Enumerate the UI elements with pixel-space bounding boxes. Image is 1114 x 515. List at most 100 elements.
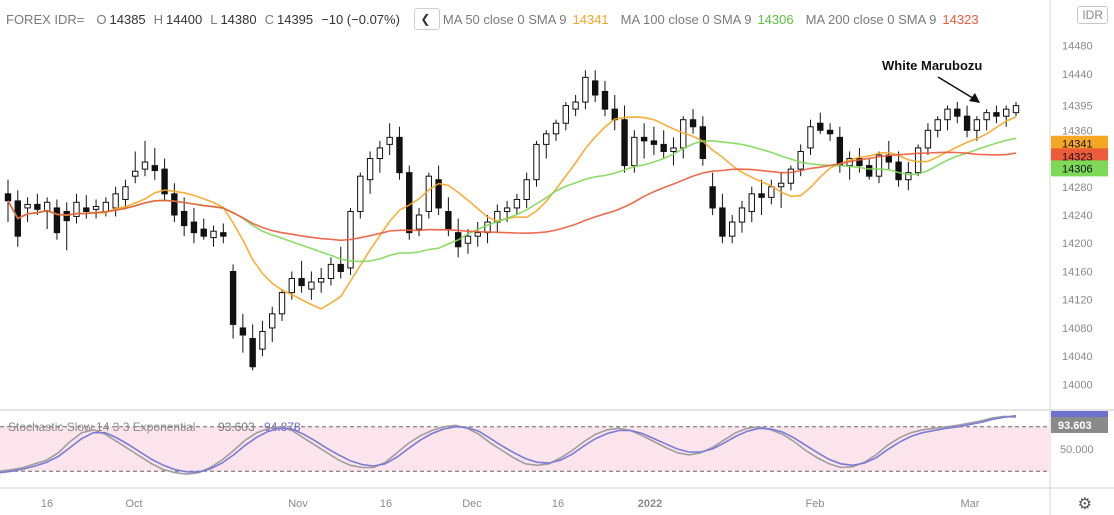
time-tick-label: Mar xyxy=(961,498,980,510)
candle xyxy=(327,257,335,286)
candle-body xyxy=(415,214,423,230)
candle-body xyxy=(376,147,384,160)
price-tick-label: 14040 xyxy=(1062,351,1093,363)
collapse-legend-button[interactable]: ❮ xyxy=(413,8,440,30)
candle xyxy=(83,195,90,219)
candle-body xyxy=(425,175,433,212)
candle-body xyxy=(729,221,736,237)
candle-body xyxy=(4,193,12,202)
candle xyxy=(396,126,403,180)
candle-body xyxy=(73,201,80,217)
currency-button[interactable]: IDR xyxy=(1077,6,1108,24)
candle-body xyxy=(944,108,951,121)
candle-body xyxy=(582,76,589,103)
ma50-label: MA 50 close 0 SMA 9 xyxy=(442,11,567,27)
candle-body xyxy=(229,270,237,325)
candle xyxy=(963,105,971,138)
candle xyxy=(53,199,61,240)
candle xyxy=(738,200,746,233)
legend-header: FOREX IDR= O 14385 H 14400 L 14380 C 14395 −… xyxy=(6,8,982,30)
candle xyxy=(484,215,491,244)
candle xyxy=(1012,102,1020,117)
candle-body xyxy=(288,278,295,294)
candle xyxy=(190,207,198,244)
ma100-value: 14306 xyxy=(757,11,794,27)
candle xyxy=(180,197,188,237)
candle xyxy=(239,313,247,353)
candle-body xyxy=(83,207,90,212)
candle xyxy=(366,151,374,194)
candle-body xyxy=(543,133,550,145)
candle-body xyxy=(141,161,149,170)
candle xyxy=(562,102,570,131)
candle xyxy=(973,116,981,141)
candle xyxy=(533,140,540,187)
candle-body xyxy=(934,119,941,131)
candle-body xyxy=(327,263,335,280)
candle xyxy=(944,105,951,131)
candle xyxy=(435,165,442,215)
candle xyxy=(768,179,775,205)
candle-body xyxy=(445,210,452,230)
candle-body xyxy=(797,150,804,170)
candle-body xyxy=(817,122,824,131)
candle-body xyxy=(406,172,413,234)
candle xyxy=(719,193,726,244)
candle-body xyxy=(122,186,129,200)
stoch-d-line xyxy=(0,414,1017,474)
candle xyxy=(709,172,716,215)
candle-body xyxy=(914,147,922,174)
candle xyxy=(543,130,550,159)
candle-body xyxy=(63,210,70,222)
time-tick-label: 2022 xyxy=(638,498,662,510)
ohlc-high-label: H xyxy=(153,11,164,27)
price-label-text: 14341 xyxy=(1062,139,1093,151)
candle-body xyxy=(993,112,1000,117)
candle-body xyxy=(503,207,511,212)
candle-body xyxy=(660,143,667,152)
ma200-value: 14323 xyxy=(942,11,979,27)
candle-body xyxy=(836,136,844,167)
candle xyxy=(63,202,70,251)
candle xyxy=(141,140,149,177)
candle xyxy=(582,70,589,110)
candle-body xyxy=(562,105,570,124)
gear-icon[interactable]: ⚙ xyxy=(1077,496,1092,513)
candle xyxy=(787,165,795,191)
candle-body xyxy=(963,115,971,131)
time-tick-label: 16 xyxy=(552,498,564,510)
candle-body xyxy=(53,207,61,234)
price-tick-label: 14160 xyxy=(1062,266,1093,278)
candle-body xyxy=(180,210,188,227)
candle-body xyxy=(973,119,981,131)
ma50-line xyxy=(7,116,1017,310)
price-label-tag xyxy=(1051,135,1108,152)
candle xyxy=(523,172,530,208)
candle-body xyxy=(357,175,364,212)
candle xyxy=(376,140,384,173)
change-value: −10 (−0.07%) xyxy=(321,11,400,27)
candle xyxy=(513,193,521,215)
annotation-arrow-head xyxy=(969,93,980,103)
candle xyxy=(317,267,325,293)
candle xyxy=(631,130,638,173)
oscillator-tick-label: 50.000 xyxy=(1060,444,1094,456)
ohlc-close-value: 14395 xyxy=(276,11,314,27)
annotation-text: White Marubozu xyxy=(882,58,982,73)
candle xyxy=(73,193,80,224)
price-tick-label: 14080 xyxy=(1062,323,1093,335)
price-tick-label: 14240 xyxy=(1062,210,1093,222)
candle-body xyxy=(748,193,755,212)
candle xyxy=(200,218,207,240)
candle xyxy=(259,320,266,357)
candle-body xyxy=(640,136,648,142)
ohlc-close-label: C xyxy=(264,11,274,27)
candle-body xyxy=(1003,108,1010,117)
candle xyxy=(601,80,609,117)
candle xyxy=(308,271,315,300)
candle-body xyxy=(670,147,677,152)
candle-body xyxy=(92,206,100,210)
ma200-label: MA 200 close 0 SMA 9 xyxy=(805,11,937,27)
